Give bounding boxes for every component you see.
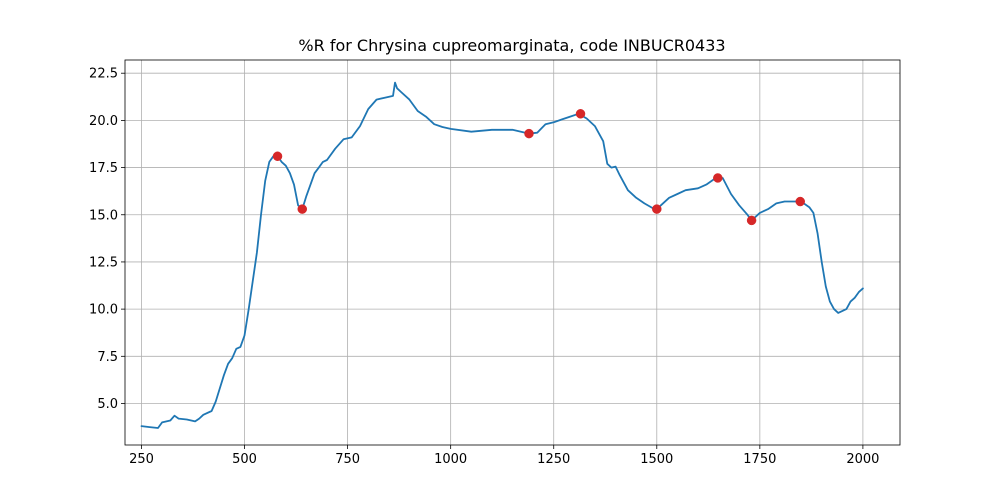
reflectance-line [140, 81, 864, 429]
plot-frame [124, 59, 901, 446]
x-tick-label: 250 [129, 452, 154, 467]
y-tick-label: 7.5 [97, 350, 118, 365]
x-tick-label: 500 [232, 452, 257, 467]
extremum-marker [524, 128, 534, 139]
x-tick-label: 750 [335, 452, 360, 467]
extremum-marker [746, 215, 757, 226]
y-tick-label: 17.5 [89, 161, 118, 176]
x-tick-label: 1250 [537, 452, 570, 467]
extremum-marker [713, 173, 723, 183]
x-tick-label: 1500 [640, 452, 673, 467]
y-tick-label: 10.0 [89, 303, 118, 318]
y-tick-label: 5.0 [97, 397, 118, 412]
x-tick-label: 2000 [846, 452, 879, 467]
extremum-marker [575, 109, 586, 119]
marker-layer [272, 109, 805, 226]
x-tick-label: 1000 [434, 452, 467, 467]
y-tick-label: 15.0 [89, 208, 118, 223]
x-tick-label: 1750 [743, 452, 776, 467]
extremum-marker [272, 151, 283, 161]
y-tick-label: 12.5 [89, 255, 118, 270]
y-tick-label: 22.5 [89, 67, 118, 82]
axes: 250 500 750 1000 1250 1500 1750 2000 5.0 7.5 10.0 1… [89, 67, 879, 467]
extremum-marker [795, 196, 805, 207]
extremum-marker [297, 204, 308, 214]
chart-title: %R for Chrysina cupreomarginata, code IN… [298, 36, 725, 55]
series-layer [140, 81, 864, 429]
grid-lines [125, 60, 900, 445]
y-tick-label: 20.0 [89, 114, 118, 129]
extremum-marker [652, 204, 662, 214]
